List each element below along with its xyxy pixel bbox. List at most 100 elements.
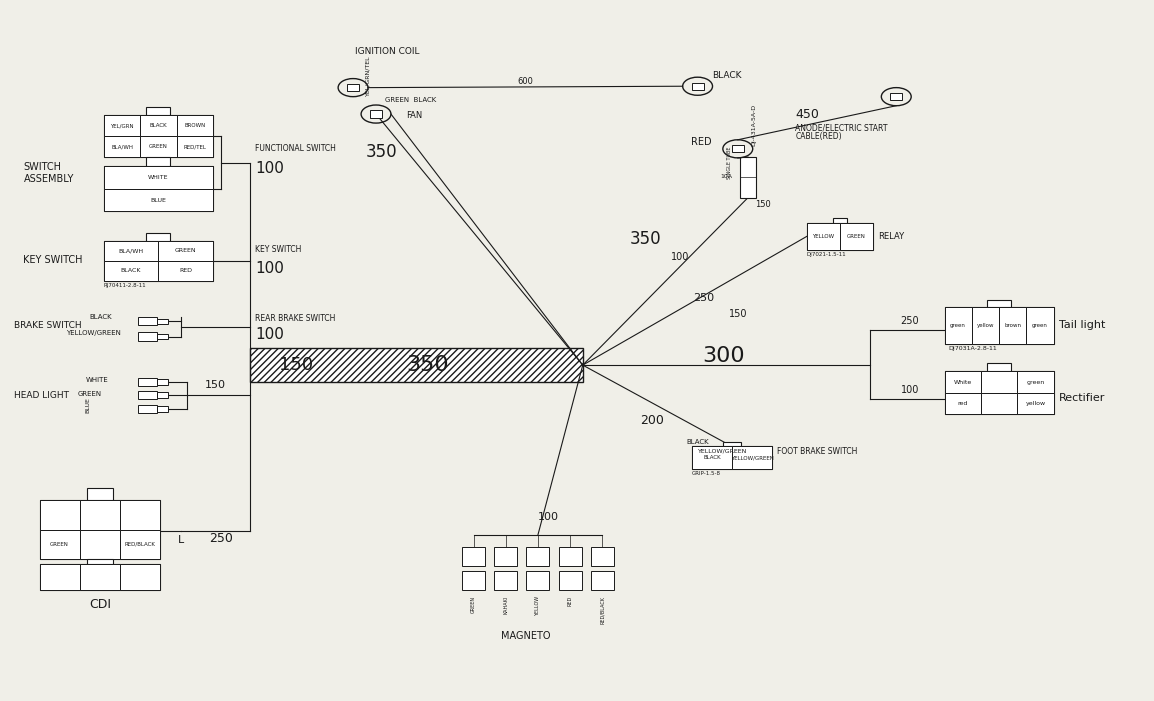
Text: GREEN: GREEN xyxy=(50,542,69,547)
Text: 150: 150 xyxy=(755,200,771,209)
Text: GREEN: GREEN xyxy=(471,596,477,613)
Text: 350: 350 xyxy=(406,355,449,375)
Text: BLA/WH: BLA/WH xyxy=(111,144,133,149)
Text: 250: 250 xyxy=(901,315,920,325)
Bar xyxy=(157,393,168,397)
Text: 100: 100 xyxy=(255,161,284,176)
Text: brown: brown xyxy=(1004,323,1021,328)
Bar xyxy=(981,372,1017,393)
Text: green: green xyxy=(1032,323,1048,328)
Bar xyxy=(158,240,213,261)
Bar xyxy=(526,571,549,590)
Bar xyxy=(39,500,160,559)
Bar xyxy=(104,189,213,212)
Text: FUNCTIONAL SWITCH: FUNCTIONAL SWITCH xyxy=(255,144,336,154)
Bar xyxy=(104,116,140,136)
Text: 450: 450 xyxy=(795,107,819,121)
Bar xyxy=(944,393,981,414)
Text: 100: 100 xyxy=(255,261,284,276)
Bar xyxy=(104,166,213,212)
Bar xyxy=(140,136,177,157)
Bar xyxy=(692,447,732,469)
Bar xyxy=(462,547,485,566)
Bar xyxy=(559,547,582,566)
Text: FOOT BRAKE SWITCH: FOOT BRAKE SWITCH xyxy=(777,447,857,456)
Text: BLACK: BLACK xyxy=(687,440,709,445)
Text: BLACK: BLACK xyxy=(703,455,721,460)
Bar xyxy=(80,564,120,590)
Bar xyxy=(833,218,847,223)
Bar xyxy=(147,233,171,240)
Bar xyxy=(157,318,168,324)
Bar xyxy=(462,571,485,590)
Text: red: red xyxy=(958,401,968,406)
Text: GRIP-1.5-8: GRIP-1.5-8 xyxy=(692,471,721,476)
Bar xyxy=(104,240,213,281)
Bar xyxy=(740,157,756,198)
Text: RED: RED xyxy=(179,268,193,273)
Text: YEL/GRN: YEL/GRN xyxy=(111,123,134,128)
Bar xyxy=(972,307,999,343)
Bar xyxy=(87,488,113,500)
Text: IGNITION COIL: IGNITION COIL xyxy=(355,47,420,56)
Text: GREEN  BLACK: GREEN BLACK xyxy=(384,97,436,103)
Text: RED/TEL: RED/TEL xyxy=(183,144,207,149)
Text: BLA/WH: BLA/WH xyxy=(119,248,144,253)
Bar xyxy=(104,240,158,261)
Bar xyxy=(120,529,160,559)
Text: BLACK: BLACK xyxy=(150,123,167,128)
Text: yellow: yellow xyxy=(976,323,994,328)
Bar xyxy=(120,500,160,529)
Bar xyxy=(370,111,382,118)
Text: DJ-431A-5A-D: DJ-431A-5A-D xyxy=(751,104,757,146)
Bar xyxy=(494,571,517,590)
Bar xyxy=(987,300,1011,307)
Text: SINGLE TUBE: SINGLE TUBE xyxy=(727,147,732,179)
Text: yellow: yellow xyxy=(1026,401,1046,406)
Text: 100: 100 xyxy=(255,327,284,342)
Text: BLUE: BLUE xyxy=(150,198,166,203)
Text: Tail light: Tail light xyxy=(1059,320,1106,330)
Text: BRAKE SWITCH: BRAKE SWITCH xyxy=(14,321,82,330)
Text: MAGNETO: MAGNETO xyxy=(501,631,550,641)
Bar xyxy=(87,559,113,564)
Bar xyxy=(39,564,80,590)
Text: YELLOW/GREEN: YELLOW/GREEN xyxy=(66,330,121,336)
Text: BLACK: BLACK xyxy=(121,268,142,273)
Bar xyxy=(104,136,140,157)
Text: RED: RED xyxy=(691,137,711,147)
Text: GREEN: GREEN xyxy=(149,144,167,149)
Text: WHITE: WHITE xyxy=(85,377,108,383)
Text: GREEN: GREEN xyxy=(77,391,102,397)
Text: RELAY: RELAY xyxy=(878,232,904,241)
Bar xyxy=(944,372,981,393)
Text: 600: 600 xyxy=(517,77,533,86)
Text: GREEN: GREEN xyxy=(847,234,867,239)
Text: Rectifier: Rectifier xyxy=(1059,393,1106,403)
Text: 150: 150 xyxy=(278,356,313,374)
Text: 250: 250 xyxy=(209,532,233,545)
Bar xyxy=(80,500,120,529)
Bar xyxy=(559,571,582,590)
Bar xyxy=(80,529,120,559)
Bar xyxy=(840,223,874,250)
Text: L: L xyxy=(178,535,183,545)
Bar xyxy=(39,564,160,590)
Bar xyxy=(987,362,1011,372)
Bar xyxy=(944,307,1054,343)
Bar xyxy=(157,379,168,385)
Text: 350: 350 xyxy=(630,230,661,248)
Bar xyxy=(104,166,213,189)
Text: CDI: CDI xyxy=(89,598,112,611)
Bar xyxy=(158,261,213,281)
Text: RED/BLACK: RED/BLACK xyxy=(600,596,605,624)
Bar xyxy=(157,406,168,411)
Bar xyxy=(591,571,614,590)
Text: green: green xyxy=(1026,380,1044,385)
Text: DJ7031A-2.8-11: DJ7031A-2.8-11 xyxy=(947,346,997,351)
Text: 250: 250 xyxy=(692,293,714,304)
Text: YEL/GRN/TEL: YEL/GRN/TEL xyxy=(366,55,370,96)
Bar xyxy=(944,372,1054,414)
Bar xyxy=(807,223,874,250)
Bar xyxy=(494,547,517,566)
